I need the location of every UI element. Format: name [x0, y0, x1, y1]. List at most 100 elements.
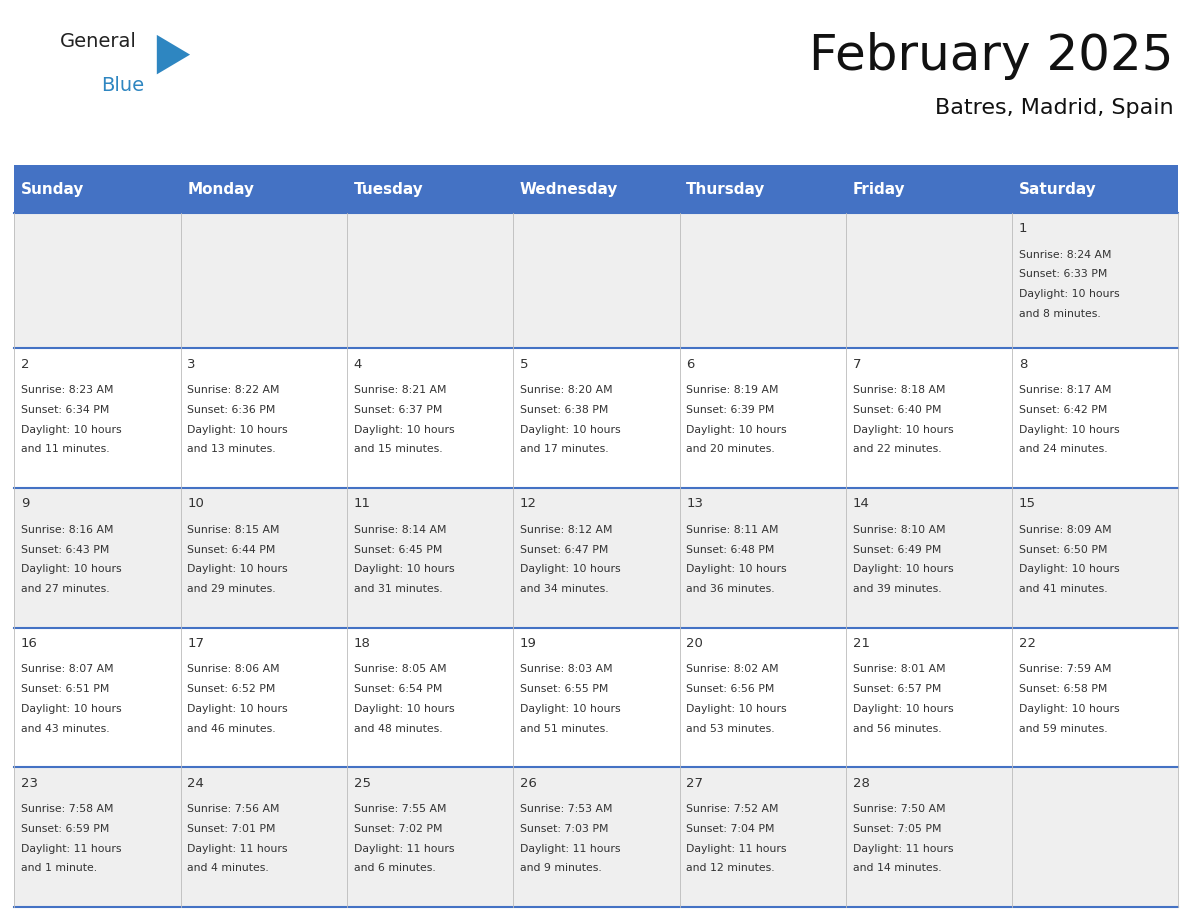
- Text: Daylight: 10 hours: Daylight: 10 hours: [354, 425, 454, 434]
- Text: Daylight: 10 hours: Daylight: 10 hours: [1019, 425, 1119, 434]
- Text: and 36 minutes.: and 36 minutes.: [687, 584, 775, 594]
- Text: Daylight: 10 hours: Daylight: 10 hours: [1019, 289, 1119, 299]
- Text: Daylight: 10 hours: Daylight: 10 hours: [687, 704, 786, 714]
- Text: Sunrise: 7:58 AM: Sunrise: 7:58 AM: [21, 804, 113, 814]
- Text: February 2025: February 2025: [809, 32, 1174, 80]
- Text: Sunday: Sunday: [21, 182, 84, 196]
- Text: Sunset: 6:51 PM: Sunset: 6:51 PM: [21, 684, 109, 694]
- Text: Sunset: 6:40 PM: Sunset: 6:40 PM: [853, 405, 941, 415]
- Text: Daylight: 10 hours: Daylight: 10 hours: [21, 704, 121, 714]
- Text: Daylight: 10 hours: Daylight: 10 hours: [1019, 565, 1119, 575]
- Text: Sunrise: 8:07 AM: Sunrise: 8:07 AM: [21, 665, 114, 675]
- Text: Daylight: 10 hours: Daylight: 10 hours: [1019, 704, 1119, 714]
- Text: 17: 17: [188, 637, 204, 650]
- Text: and 9 minutes.: and 9 minutes.: [520, 863, 601, 873]
- Text: Daylight: 10 hours: Daylight: 10 hours: [520, 704, 620, 714]
- Text: Sunrise: 7:53 AM: Sunrise: 7:53 AM: [520, 804, 612, 814]
- Text: and 56 minutes.: and 56 minutes.: [853, 723, 941, 733]
- Text: 14: 14: [853, 498, 870, 510]
- Text: 22: 22: [1019, 637, 1036, 650]
- Text: Friday: Friday: [853, 182, 905, 196]
- Text: Daylight: 10 hours: Daylight: 10 hours: [21, 565, 121, 575]
- Text: Daylight: 11 hours: Daylight: 11 hours: [853, 844, 953, 854]
- Text: Daylight: 10 hours: Daylight: 10 hours: [354, 704, 454, 714]
- Text: and 51 minutes.: and 51 minutes.: [520, 723, 608, 733]
- Text: Daylight: 11 hours: Daylight: 11 hours: [21, 844, 121, 854]
- Text: Daylight: 10 hours: Daylight: 10 hours: [188, 425, 287, 434]
- Text: and 4 minutes.: and 4 minutes.: [188, 863, 268, 873]
- Text: Sunrise: 8:02 AM: Sunrise: 8:02 AM: [687, 665, 779, 675]
- Text: Sunrise: 8:22 AM: Sunrise: 8:22 AM: [188, 386, 279, 395]
- Text: and 11 minutes.: and 11 minutes.: [21, 444, 109, 454]
- Text: Sunrise: 8:01 AM: Sunrise: 8:01 AM: [853, 665, 946, 675]
- Text: Sunrise: 8:05 AM: Sunrise: 8:05 AM: [354, 665, 447, 675]
- Text: Sunrise: 8:23 AM: Sunrise: 8:23 AM: [21, 386, 113, 395]
- Text: 13: 13: [687, 498, 703, 510]
- Text: and 6 minutes.: and 6 minutes.: [354, 863, 435, 873]
- Text: Daylight: 10 hours: Daylight: 10 hours: [188, 565, 287, 575]
- Text: 11: 11: [354, 498, 371, 510]
- Text: 16: 16: [21, 637, 38, 650]
- Text: Sunrise: 8:21 AM: Sunrise: 8:21 AM: [354, 386, 446, 395]
- Text: Sunset: 6:55 PM: Sunset: 6:55 PM: [520, 684, 608, 694]
- Text: Sunrise: 8:10 AM: Sunrise: 8:10 AM: [853, 525, 946, 535]
- Text: Sunset: 6:42 PM: Sunset: 6:42 PM: [1019, 405, 1107, 415]
- Text: Sunrise: 8:16 AM: Sunrise: 8:16 AM: [21, 525, 113, 535]
- Text: and 8 minutes.: and 8 minutes.: [1019, 309, 1100, 319]
- Text: Sunset: 7:02 PM: Sunset: 7:02 PM: [354, 823, 442, 834]
- Text: and 34 minutes.: and 34 minutes.: [520, 584, 608, 594]
- Text: Sunset: 7:03 PM: Sunset: 7:03 PM: [520, 823, 608, 834]
- Text: Sunset: 6:52 PM: Sunset: 6:52 PM: [188, 684, 276, 694]
- Text: Daylight: 10 hours: Daylight: 10 hours: [188, 704, 287, 714]
- Text: Sunset: 6:57 PM: Sunset: 6:57 PM: [853, 684, 941, 694]
- Text: Sunrise: 8:14 AM: Sunrise: 8:14 AM: [354, 525, 446, 535]
- Text: Daylight: 11 hours: Daylight: 11 hours: [354, 844, 454, 854]
- Text: Sunset: 6:34 PM: Sunset: 6:34 PM: [21, 405, 109, 415]
- Text: and 14 minutes.: and 14 minutes.: [853, 863, 941, 873]
- Text: Sunset: 6:49 PM: Sunset: 6:49 PM: [853, 544, 941, 554]
- Text: Sunrise: 8:03 AM: Sunrise: 8:03 AM: [520, 665, 613, 675]
- Text: Sunset: 6:54 PM: Sunset: 6:54 PM: [354, 684, 442, 694]
- Text: and 48 minutes.: and 48 minutes.: [354, 723, 442, 733]
- Text: Sunset: 6:43 PM: Sunset: 6:43 PM: [21, 544, 109, 554]
- Text: 25: 25: [354, 777, 371, 789]
- Text: Thursday: Thursday: [687, 182, 765, 196]
- Text: Daylight: 11 hours: Daylight: 11 hours: [188, 844, 287, 854]
- Text: and 17 minutes.: and 17 minutes.: [520, 444, 608, 454]
- Text: Tuesday: Tuesday: [354, 182, 423, 196]
- Text: 18: 18: [354, 637, 371, 650]
- Text: Sunrise: 8:09 AM: Sunrise: 8:09 AM: [1019, 525, 1112, 535]
- Text: and 24 minutes.: and 24 minutes.: [1019, 444, 1107, 454]
- Bar: [14, 488, 1178, 628]
- Text: Sunrise: 8:24 AM: Sunrise: 8:24 AM: [1019, 250, 1111, 260]
- Text: Sunset: 6:44 PM: Sunset: 6:44 PM: [188, 544, 276, 554]
- Text: and 39 minutes.: and 39 minutes.: [853, 584, 941, 594]
- Text: 10: 10: [188, 498, 204, 510]
- Bar: [14, 213, 1178, 349]
- Text: and 29 minutes.: and 29 minutes.: [188, 584, 276, 594]
- Text: Daylight: 10 hours: Daylight: 10 hours: [853, 704, 953, 714]
- Text: 20: 20: [687, 637, 703, 650]
- Text: and 59 minutes.: and 59 minutes.: [1019, 723, 1107, 733]
- Text: and 13 minutes.: and 13 minutes.: [188, 444, 276, 454]
- Text: 15: 15: [1019, 498, 1036, 510]
- Bar: [14, 767, 1178, 907]
- Text: Daylight: 10 hours: Daylight: 10 hours: [520, 565, 620, 575]
- Text: 2: 2: [21, 358, 30, 371]
- Text: Daylight: 10 hours: Daylight: 10 hours: [687, 425, 786, 434]
- Text: and 22 minutes.: and 22 minutes.: [853, 444, 941, 454]
- Text: General: General: [59, 32, 137, 51]
- Text: 12: 12: [520, 498, 537, 510]
- Text: Sunrise: 8:17 AM: Sunrise: 8:17 AM: [1019, 386, 1111, 395]
- Text: Sunrise: 7:50 AM: Sunrise: 7:50 AM: [853, 804, 946, 814]
- Text: Sunset: 6:36 PM: Sunset: 6:36 PM: [188, 405, 276, 415]
- Text: 7: 7: [853, 358, 861, 371]
- Text: 8: 8: [1019, 358, 1028, 371]
- Text: Sunrise: 7:56 AM: Sunrise: 7:56 AM: [188, 804, 279, 814]
- Text: 24: 24: [188, 777, 204, 789]
- Text: 9: 9: [21, 498, 30, 510]
- Text: Sunrise: 8:12 AM: Sunrise: 8:12 AM: [520, 525, 612, 535]
- Text: and 15 minutes.: and 15 minutes.: [354, 444, 442, 454]
- Text: Sunrise: 7:59 AM: Sunrise: 7:59 AM: [1019, 665, 1111, 675]
- Text: and 31 minutes.: and 31 minutes.: [354, 584, 442, 594]
